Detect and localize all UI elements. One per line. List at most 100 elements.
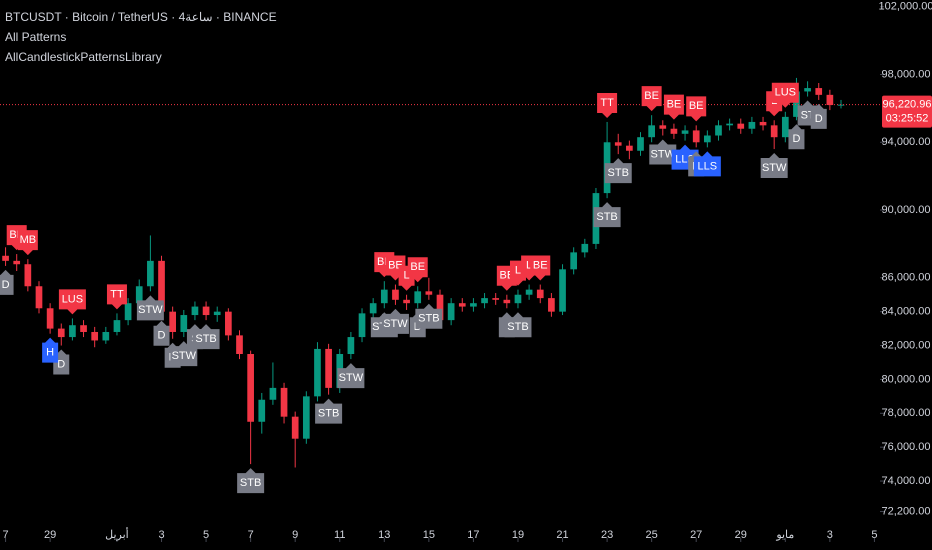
pattern-marker — [693, 151, 721, 177]
pattern-text: STW — [138, 304, 163, 316]
candle-body — [291, 416, 299, 439]
candle-body — [80, 325, 87, 332]
pattern-text: D — [2, 279, 10, 291]
pattern-label: STB — [192, 324, 220, 350]
pattern-text: D — [815, 113, 823, 125]
pattern-marker — [136, 295, 164, 321]
candle-body — [548, 298, 555, 312]
y-tick-label: 90,000.00 — [882, 204, 931, 216]
candle-body — [704, 135, 711, 143]
pattern-text: STW — [651, 148, 676, 160]
pattern-text: L — [404, 270, 410, 282]
candle-body — [637, 137, 644, 151]
candle-body — [46, 308, 54, 329]
candle-body — [614, 142, 622, 146]
candle-body — [503, 299, 511, 304]
pattern-marker — [153, 320, 170, 346]
candle-body — [458, 303, 466, 307]
y-tick-label: 94,000.00 — [882, 136, 931, 148]
pattern-text: STB — [418, 313, 439, 325]
pattern-label: BE — [663, 94, 684, 120]
pattern-text: H — [46, 347, 54, 359]
pattern-label: BE — [530, 255, 551, 281]
x-tick-label: 15 — [423, 529, 435, 541]
pattern-text: LUS — [775, 87, 796, 99]
pattern-marker — [530, 255, 551, 281]
y-tick-label: 80,000.00 — [882, 373, 931, 385]
candle-body — [447, 303, 455, 321]
pattern-text: L — [526, 259, 532, 271]
pattern-marker — [604, 158, 632, 184]
pattern-label: STW — [381, 308, 409, 334]
candle-body — [13, 260, 21, 265]
y-tick-label: 98,000.00 — [882, 68, 931, 80]
candle-body — [648, 125, 655, 138]
pattern-marker — [760, 153, 788, 179]
pattern-marker — [597, 92, 618, 118]
candle-body — [57, 328, 65, 338]
pattern-label: D — [788, 124, 805, 150]
pattern-text: MB — [20, 234, 37, 246]
x-tick-label: 17 — [467, 529, 479, 541]
candle-body — [748, 121, 756, 129]
y-tick-label: 78,000.00 — [882, 407, 931, 419]
pattern-label: BE — [407, 257, 428, 283]
candle-body — [280, 387, 288, 417]
pattern-label: LUS — [58, 289, 86, 315]
x-tick-label: 27 — [690, 529, 702, 541]
y-tick-label: 84,000.00 — [882, 306, 931, 318]
pattern-label: STB — [237, 468, 265, 494]
candle-body — [347, 337, 355, 355]
x-tick-label: مايو — [775, 529, 794, 541]
pattern-label: BE — [686, 96, 707, 122]
pattern-marker — [106, 284, 127, 310]
pattern-text: TT — [110, 288, 124, 300]
candle-body — [35, 286, 43, 309]
candle-body — [314, 348, 321, 397]
x-tick-label: 29 — [44, 529, 56, 541]
x-tick-label: 29 — [735, 529, 747, 541]
x-tick-label: 25 — [646, 529, 658, 541]
candle-body — [726, 123, 733, 126]
x-tick-label: أبريل — [105, 527, 129, 541]
candle-body — [626, 145, 633, 151]
pattern-label: TT — [106, 284, 127, 310]
pattern-marker — [58, 289, 86, 315]
candle-body — [514, 294, 522, 304]
candle-body — [715, 125, 722, 136]
candle-body — [158, 260, 165, 312]
candle-body — [559, 269, 566, 312]
pattern-text: D — [792, 133, 800, 145]
x-tick-label: 7 — [3, 529, 9, 541]
candle-body — [804, 88, 811, 92]
pattern-label: TT — [597, 92, 618, 118]
pattern-label: D — [810, 103, 827, 129]
pattern-label: STW — [649, 139, 677, 165]
pattern-text: BE — [644, 90, 659, 102]
pattern-text: D — [57, 358, 65, 370]
candle-body — [403, 299, 410, 304]
y-tick-label: 72,200.00 — [882, 505, 931, 517]
pattern-marker — [649, 139, 677, 165]
candle-body — [414, 291, 422, 304]
pattern-text: STB — [240, 477, 261, 489]
candle-body — [102, 331, 110, 341]
pattern-marker — [315, 398, 343, 424]
pattern-text: BE — [667, 99, 682, 111]
pattern-label: D — [0, 269, 14, 295]
candle-body — [692, 130, 700, 143]
candle-body — [681, 130, 689, 134]
pattern-marker — [381, 308, 409, 334]
candle-body — [2, 255, 9, 261]
x-tick-label: 3 — [158, 529, 164, 541]
candle-body — [236, 335, 243, 355]
x-tick-label: 7 — [248, 529, 254, 541]
candle-body — [659, 125, 667, 129]
candle-body — [113, 320, 121, 332]
y-tick-label: 74,000.00 — [882, 475, 931, 487]
pattern-text: LLS — [698, 160, 718, 172]
indicator-name: All Patterns — [5, 30, 66, 44]
pattern-text: STW — [383, 318, 408, 330]
pattern-text: STB — [507, 321, 528, 333]
